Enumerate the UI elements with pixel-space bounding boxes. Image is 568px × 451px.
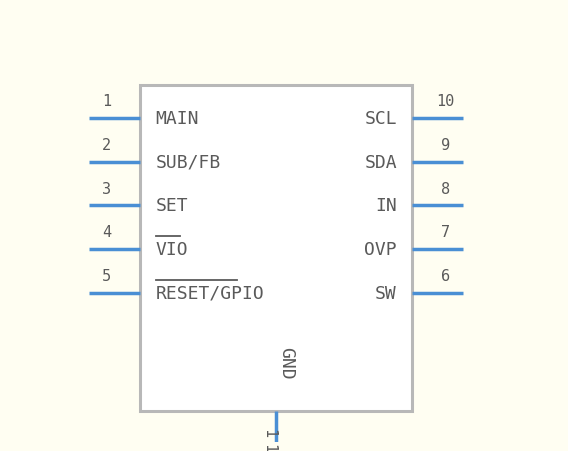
Text: 2: 2 [102,138,111,152]
Text: 9: 9 [441,138,450,152]
Text: SDA: SDA [364,153,397,171]
Text: 10: 10 [436,94,455,109]
Text: SW: SW [375,284,397,302]
Text: SUB/FB: SUB/FB [156,153,221,171]
Text: 1: 1 [261,428,276,437]
Text: MAIN: MAIN [156,110,199,128]
Text: 6: 6 [441,268,450,283]
Text: 5: 5 [102,268,111,283]
Text: 1: 1 [102,94,111,109]
Text: OVP: OVP [364,240,397,258]
Bar [140,86,412,411]
Text: IN: IN [375,197,397,215]
Text: RESET/GPIO: RESET/GPIO [156,284,264,302]
Text: SCL: SCL [364,110,397,128]
Text: 1: 1 [261,443,276,451]
Text: 4: 4 [102,225,111,239]
Text: 7: 7 [441,225,450,239]
Text: VIO: VIO [156,240,188,258]
Text: 8: 8 [441,181,450,196]
Text: 3: 3 [102,181,111,196]
Text: SET: SET [156,197,188,215]
Text: GND: GND [277,346,295,379]
